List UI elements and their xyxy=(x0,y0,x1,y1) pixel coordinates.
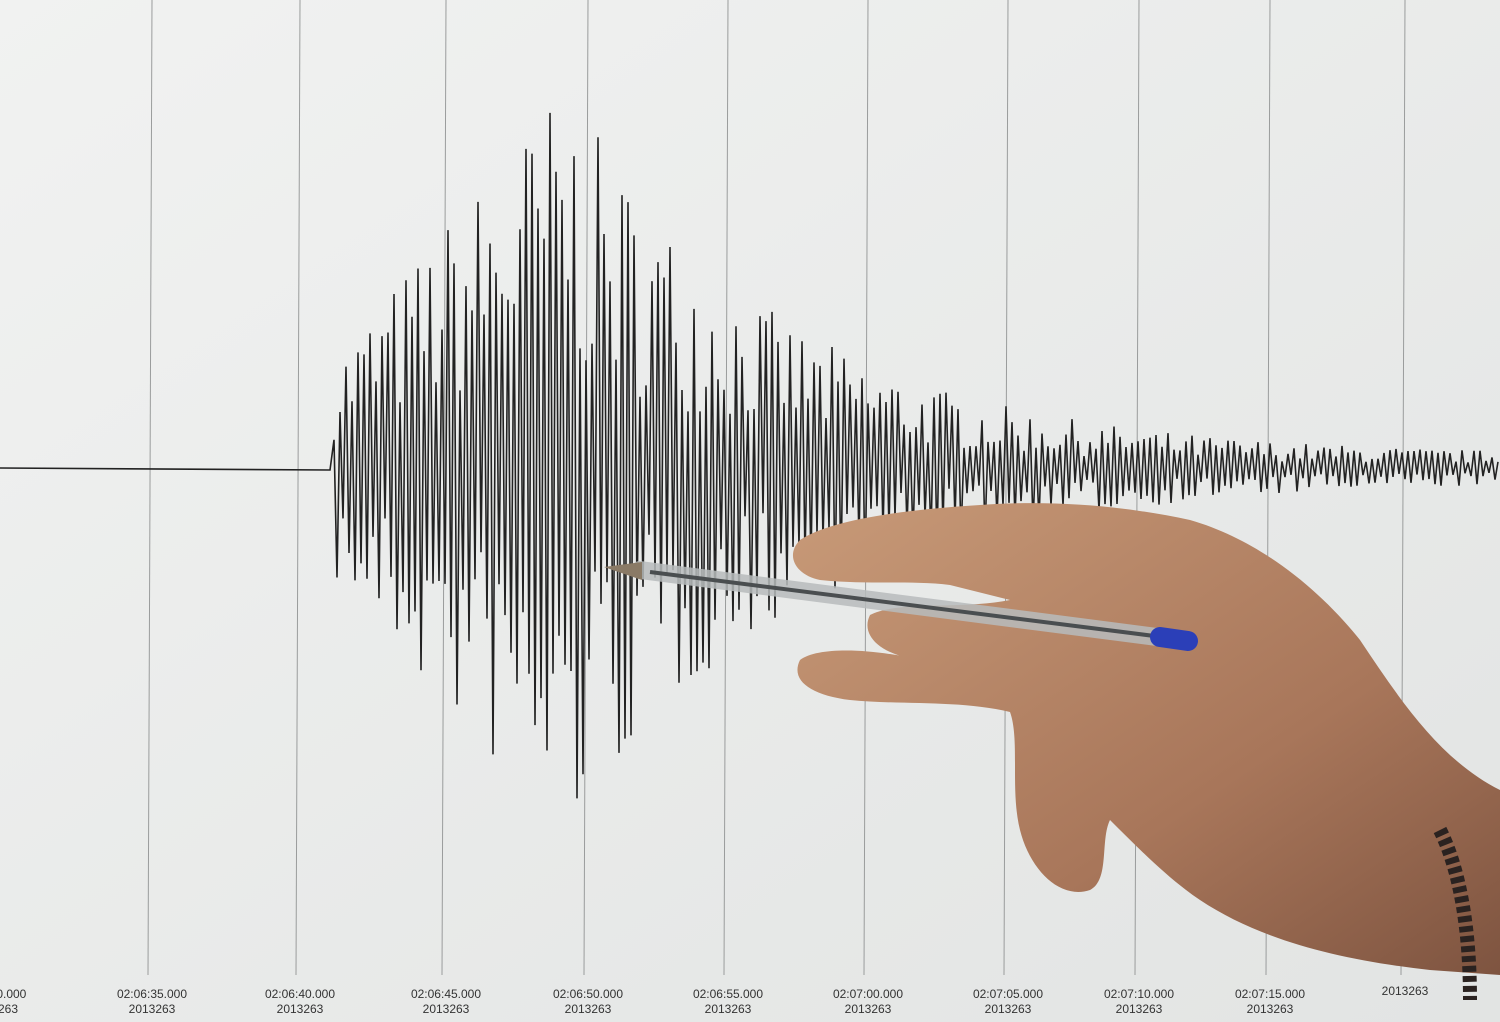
pen-ink xyxy=(649,570,1171,640)
time-label: 02:07:10.000 xyxy=(1104,987,1174,1001)
date-label: 2013263 xyxy=(1382,984,1429,998)
date-label: 2013263 xyxy=(277,1002,324,1016)
date-label: 2013263 xyxy=(1116,1002,1163,1016)
date-label: 2013263 xyxy=(985,1002,1032,1016)
grid-line xyxy=(583,0,589,976)
date-label: 2013263 xyxy=(565,1002,612,1016)
grid-line xyxy=(147,0,153,976)
date-label: 2013263 xyxy=(705,1002,752,1016)
grid-line xyxy=(295,0,301,976)
time-label: 30.000 xyxy=(0,987,27,1001)
time-label: 02:07:05.000 xyxy=(973,987,1043,1001)
pen xyxy=(604,561,1198,651)
time-label: 02:07:15.000 xyxy=(1235,987,1305,1001)
time-label: 02:07:00.000 xyxy=(833,987,903,1001)
date-label: 2013263 xyxy=(129,1002,176,1016)
time-label: 02:06:45.000 xyxy=(411,987,481,1001)
pen-tip xyxy=(604,562,642,580)
time-label: 02:06:40.000 xyxy=(265,987,335,1001)
time-axis: 30.00026302:06:35.000201326302:06:40.000… xyxy=(0,984,1429,1016)
date-label: 2013263 xyxy=(1247,1002,1294,1016)
grid-line xyxy=(1003,0,1009,976)
time-label: 02:06:50.000 xyxy=(553,987,623,1001)
time-label: 02:06:35.000 xyxy=(117,987,187,1001)
date-label: 2013263 xyxy=(845,1002,892,1016)
date-label: 263 xyxy=(0,1002,18,1016)
date-label: 2013263 xyxy=(423,1002,470,1016)
pen-cap xyxy=(1150,627,1198,651)
time-label: 02:06:55.000 xyxy=(693,987,763,1001)
